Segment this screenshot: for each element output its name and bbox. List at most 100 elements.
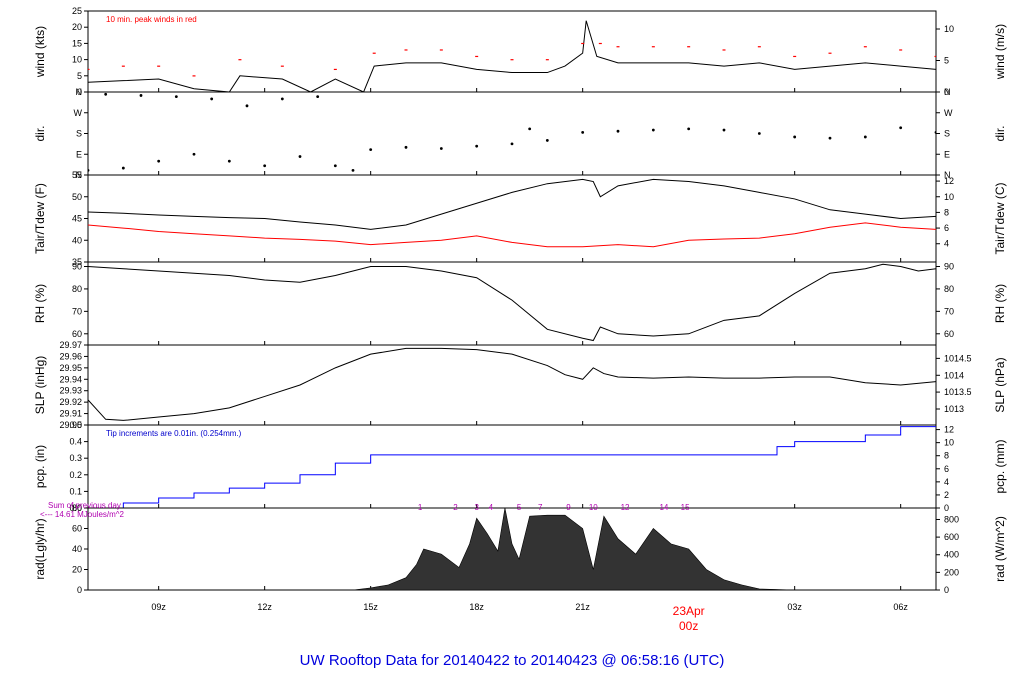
dir-point: [245, 104, 249, 108]
left-tick-label: 29.92: [59, 397, 82, 407]
dir-point: [828, 136, 832, 140]
rad-marker-label: 10: [589, 503, 598, 512]
wind-peak-point: [863, 46, 867, 48]
y-axis-label-right: Tair/Tdew (C): [993, 182, 1007, 254]
right-tick-label: 1014: [944, 370, 964, 380]
left-tick-label: 29.91: [59, 409, 82, 419]
left-tick-label: 0.5: [69, 420, 82, 430]
right-tick-label: 12: [944, 425, 954, 435]
y-axis-label-right: dir.: [993, 125, 1007, 141]
right-tick-label: 8: [944, 451, 949, 461]
right-tick-label: 800: [944, 514, 959, 524]
dir-point: [139, 94, 143, 97]
series-wind-0-line: [88, 20, 936, 92]
rad-marker-label: 3: [474, 503, 479, 512]
wind-peak-point: [585, 7, 588, 8]
panel-annotation: Tip increments are 0.01in. (0.254mm.): [106, 429, 242, 438]
dir-point: [280, 97, 284, 101]
dir-point: [581, 130, 585, 134]
dir-point: [722, 128, 726, 132]
dir-point: [298, 155, 302, 158]
left-tick-label: 40: [72, 544, 82, 554]
rad-marker-label: 2: [453, 503, 458, 512]
left-tick-label: W: [74, 108, 83, 118]
dir-point: [404, 145, 408, 149]
left-tick-label: 0: [77, 87, 82, 97]
right-tick-label: 4: [944, 239, 949, 249]
dir-point: [192, 152, 196, 156]
panel-frame-wind: [87, 10, 937, 93]
rad-marker-label: 9: [566, 503, 571, 512]
x-tick-label: 09z: [151, 602, 166, 612]
left-tick-label: 40: [72, 235, 82, 245]
right-tick-label: 6: [944, 464, 949, 474]
panel-frame-temp: [87, 174, 937, 263]
right-tick-label: S: [944, 129, 950, 139]
day-marker-time: 00z: [679, 619, 698, 633]
y-axis-label-right: wind (m/s): [993, 24, 1007, 80]
wind-peak-point: [934, 55, 936, 58]
right-tick-label: 0: [944, 585, 949, 595]
rad-marker-label: 7: [538, 503, 543, 512]
day-marker-date: 23Apr: [673, 604, 705, 618]
rad-marker-label: 15: [681, 503, 690, 512]
wind-peak-point: [899, 49, 903, 51]
left-tick-label: 0.2: [69, 470, 82, 480]
left-tick-label: 80: [72, 503, 82, 513]
x-tick-label: 18z: [469, 602, 484, 612]
left-tick-label: 80: [72, 284, 82, 294]
panel-wind: 0 5 10 15 20 25 0 5 10 wind (kts) wind (m/s) 10 min…: [33, 6, 1007, 97]
wind-peak-point: [757, 46, 761, 48]
dir-point: [687, 127, 691, 131]
left-tick-label: 20: [72, 22, 82, 32]
left-tick-label: 10: [72, 55, 82, 65]
y-axis-label-right: RH (%): [993, 284, 1007, 323]
chart-title: UW Rooftop Data for 20140422 to 20140423…: [300, 652, 725, 669]
wind-peak-point: [722, 49, 726, 51]
wind-peak-point: [598, 42, 602, 45]
right-tick-label: 4: [944, 477, 949, 487]
left-tick-label: 29.93: [59, 386, 82, 396]
dir-point: [174, 95, 178, 99]
x-tick-label: 12z: [257, 602, 272, 612]
dir-point: [899, 126, 903, 130]
y-axis-label-left: dir.: [33, 125, 47, 141]
wind-peak-point: [828, 52, 832, 54]
rad-marker-label: 1: [418, 503, 423, 512]
left-tick-label: 35: [72, 257, 82, 267]
right-tick-label: 10: [944, 438, 954, 448]
right-tick-label: 6: [944, 223, 949, 233]
right-tick-label: 1013.5: [944, 387, 972, 397]
series-slp-0-line: [88, 347, 936, 421]
right-tick-label: 90: [944, 261, 954, 271]
y-axis-label-right: pcp. (mm): [993, 439, 1007, 493]
left-tick-label: N: [76, 87, 83, 97]
y-axis-label-left: wind (kts): [33, 26, 47, 78]
dir-point: [333, 164, 337, 168]
dir-point: [351, 168, 355, 172]
wind-peak-point: [793, 55, 797, 58]
left-tick-label: 29.90: [59, 420, 82, 430]
left-tick-label: 29.95: [59, 363, 82, 373]
y-axis-label-right: SLP (hPa): [993, 357, 1007, 412]
wind-peak-point: [651, 46, 655, 48]
wind-peak-point: [687, 46, 691, 48]
left-tick-label: 70: [72, 306, 82, 316]
left-tick-label: 0.0: [69, 503, 82, 513]
y-axis-label-left: pcp. (in): [33, 445, 47, 488]
wind-peak-point: [545, 59, 549, 61]
right-tick-label: 70: [944, 306, 954, 316]
dir-point: [227, 159, 231, 163]
rad-marker-label: 4: [489, 503, 494, 512]
wind-peak-point: [404, 49, 408, 51]
y-axis-label-left: SLP (inHg): [33, 356, 47, 414]
left-tick-label: 20: [72, 565, 82, 575]
right-tick-label: 10: [944, 192, 954, 202]
dir-point: [510, 142, 514, 146]
rad-marker-label: 5: [517, 503, 522, 512]
left-tick-label: S: [76, 129, 82, 139]
